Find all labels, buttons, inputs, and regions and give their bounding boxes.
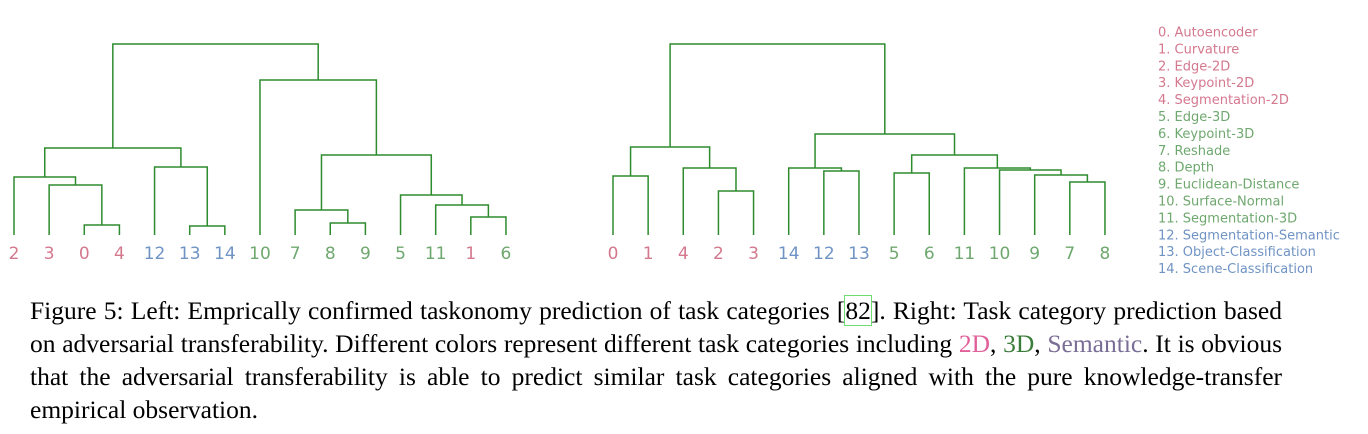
dendrogram-link — [434, 204, 490, 235]
leaf-label: 3 — [748, 244, 759, 264]
leaf-label: 5 — [889, 244, 900, 264]
leaf-label: 1 — [643, 244, 654, 264]
leaf-label: 14 — [214, 244, 236, 264]
leaf-label: 11 — [425, 244, 447, 264]
dendrogram-link — [112, 43, 319, 148]
leaf-label: 10 — [989, 244, 1011, 264]
leaf-label: 4 — [678, 244, 689, 264]
caption-text: , — [990, 329, 1004, 358]
legend-entry: 12. Segmentation-Semantic — [1158, 228, 1340, 243]
legend-entry: 2. Edge-2D — [1158, 59, 1230, 74]
leaf-label: 13 — [179, 244, 201, 264]
caption-text: Figure 5: Left: Emprically confirmed tas… — [30, 296, 846, 325]
dendrogram-link — [329, 222, 367, 235]
legend-entry: 4. Segmentation-2D — [1158, 93, 1289, 108]
leaf-label: 2 — [713, 244, 724, 264]
caption-text: 2D — [958, 329, 991, 358]
leaf-label: 6 — [501, 244, 512, 264]
leaf-label: 7 — [290, 244, 301, 264]
leaf-label: 11 — [954, 244, 976, 264]
dendrogram-link — [717, 190, 755, 235]
dendrogram-link — [470, 216, 507, 235]
dendrogram-link — [629, 146, 711, 176]
dendrogram-link — [83, 224, 121, 235]
legend-entry: 5. Edge-3D — [1158, 110, 1230, 125]
dendrogram-link — [893, 172, 931, 235]
dendrogram-link — [612, 175, 649, 235]
leaf-label: 9 — [360, 244, 371, 264]
dendrogram-link — [399, 194, 463, 235]
dendrogram-link — [998, 169, 1062, 235]
dendrogram-link — [682, 167, 737, 235]
legend-entry: 7. Reshade — [1158, 144, 1230, 159]
caption-text: . It is obvious that the adversarial tra… — [30, 329, 1283, 424]
leaf-label: 2 — [9, 244, 20, 264]
dendrogram-link — [153, 166, 209, 235]
dendrogram-link — [320, 154, 433, 210]
legend-entry: 3. Keypoint-2D — [1158, 76, 1254, 91]
dendrogram-link — [43, 147, 182, 177]
legend-entry: 9. Euclidean-Distance — [1158, 178, 1299, 193]
caption-text: 3D — [1003, 329, 1035, 358]
leaf-label: 6 — [924, 244, 935, 264]
leaf-label: 1 — [465, 244, 476, 264]
dendrogram-link — [814, 133, 956, 168]
dendrogram-link — [1033, 174, 1089, 235]
dendrogram-link — [1069, 181, 1106, 235]
leaf-label: 7 — [1064, 244, 1075, 264]
leaf-label: 3 — [44, 244, 55, 264]
caption-text: 82 — [844, 295, 872, 326]
leaf-label: 13 — [848, 244, 870, 264]
leaf-label: 8 — [1100, 244, 1111, 264]
leaf-label: 0 — [608, 244, 619, 264]
legend-entry: 13. Object-Classification — [1158, 245, 1316, 260]
leaf-label: 14 — [778, 244, 800, 264]
leaf-label: 12 — [813, 244, 835, 264]
dendrogram-link — [963, 167, 1032, 235]
leaf-label: 5 — [395, 244, 406, 264]
dendrogram-link — [188, 225, 226, 235]
legend-entry: 8. Depth — [1158, 161, 1214, 176]
dendrogram-link — [910, 154, 999, 173]
dendrogram-link — [259, 79, 378, 235]
legend-entry: 11. Segmentation-3D — [1158, 211, 1297, 226]
legend-entry: 14. Scene-Classification — [1158, 262, 1313, 277]
legend-entry: 6. Keypoint-3D — [1158, 127, 1254, 142]
legend-entry: 1. Curvature — [1158, 42, 1239, 57]
caption-text: , — [1034, 329, 1048, 358]
legend-entry: 10. Surface-Normal — [1158, 195, 1284, 210]
leaf-label: 10 — [249, 244, 271, 264]
caption-text: ]. Right: Task category prediction based… — [30, 296, 1282, 358]
leaf-label: 4 — [114, 244, 125, 264]
leaf-label: 12 — [144, 244, 166, 264]
dendrogram-link — [669, 43, 886, 147]
leaf-label: 0 — [79, 244, 90, 264]
dendrogram-link — [48, 184, 103, 235]
caption: Figure 5: Left: Emprically confirmed tas… — [30, 294, 1282, 426]
leaf-label: 9 — [1029, 244, 1040, 264]
dendrogram-link — [787, 167, 843, 235]
leaf-label: 8 — [325, 244, 336, 264]
legend-entry: 0. Autoencoder — [1158, 26, 1258, 41]
dendrogram-link — [823, 170, 860, 235]
caption-text: Semantic — [1047, 329, 1143, 358]
figure: 2 3 0 4 12 13 14 10 7 8 9 5 11 1 6 0 1 4 2 3 14 12 13 5 6 11 10 9 7 8… — [9, 26, 1340, 278]
